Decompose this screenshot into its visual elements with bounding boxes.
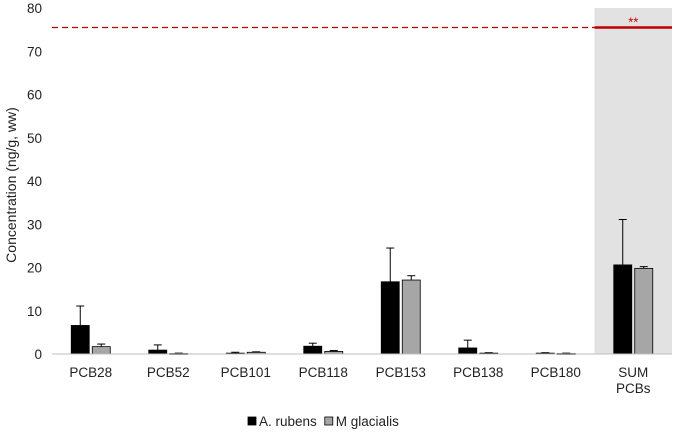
highlight-layer	[594, 8, 672, 354]
y-tick-label: 0	[34, 347, 42, 362]
x-tick-label: PCB153	[376, 365, 426, 380]
legend-label: M glacialis	[336, 414, 399, 429]
y-tick-label: 80	[27, 1, 42, 16]
bar	[401, 279, 421, 355]
bar	[91, 346, 111, 355]
y-tick-label: 30	[27, 217, 42, 232]
legend-label: A. rubens	[259, 414, 317, 429]
bar	[148, 349, 168, 355]
legend-swatch	[324, 416, 334, 426]
x-tick-label: PCB138	[453, 365, 503, 380]
y-tick-label: 50	[27, 131, 42, 146]
axis-layer: 0 10 20 30 40 50 60 70 80 PCB28 PCB52 PCB101 PCB118 P…	[27, 1, 672, 396]
bars-layer	[70, 218, 654, 355]
x-tick-label: PCB118	[299, 365, 348, 380]
bar	[303, 345, 323, 355]
y-tick-label: 40	[27, 174, 42, 189]
y-tick-label: 70	[27, 44, 42, 59]
significance-annotation: **	[628, 14, 638, 29]
highlight-band	[594, 8, 672, 354]
y-tick-label: 60	[27, 88, 42, 103]
bar	[458, 347, 478, 355]
reference-line-layer: **	[52, 14, 672, 29]
legend: A. rubens M glacialis	[247, 414, 399, 429]
y-axis-title: Concentration (ng/g, ww)	[3, 107, 19, 263]
x-tick-label: SUM PCBs	[616, 365, 651, 396]
x-tick-label: PCB28	[69, 365, 112, 380]
x-tick-label: PCB180	[531, 365, 581, 380]
x-tick-label: PCB101	[221, 365, 271, 380]
y-tick-label: 10	[27, 304, 42, 319]
legend-swatch	[247, 416, 257, 426]
y-tick-label: 20	[27, 261, 42, 276]
bar	[380, 281, 400, 355]
bar	[613, 264, 633, 355]
x-tick-label: PCB52	[147, 365, 190, 380]
bar	[634, 267, 654, 355]
bar	[70, 325, 90, 355]
